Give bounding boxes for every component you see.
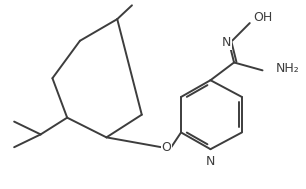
Text: N: N [206, 156, 215, 168]
Text: NH₂: NH₂ [275, 62, 299, 75]
Text: N: N [222, 36, 231, 49]
Text: O: O [161, 141, 171, 154]
Text: OH: OH [253, 11, 272, 24]
